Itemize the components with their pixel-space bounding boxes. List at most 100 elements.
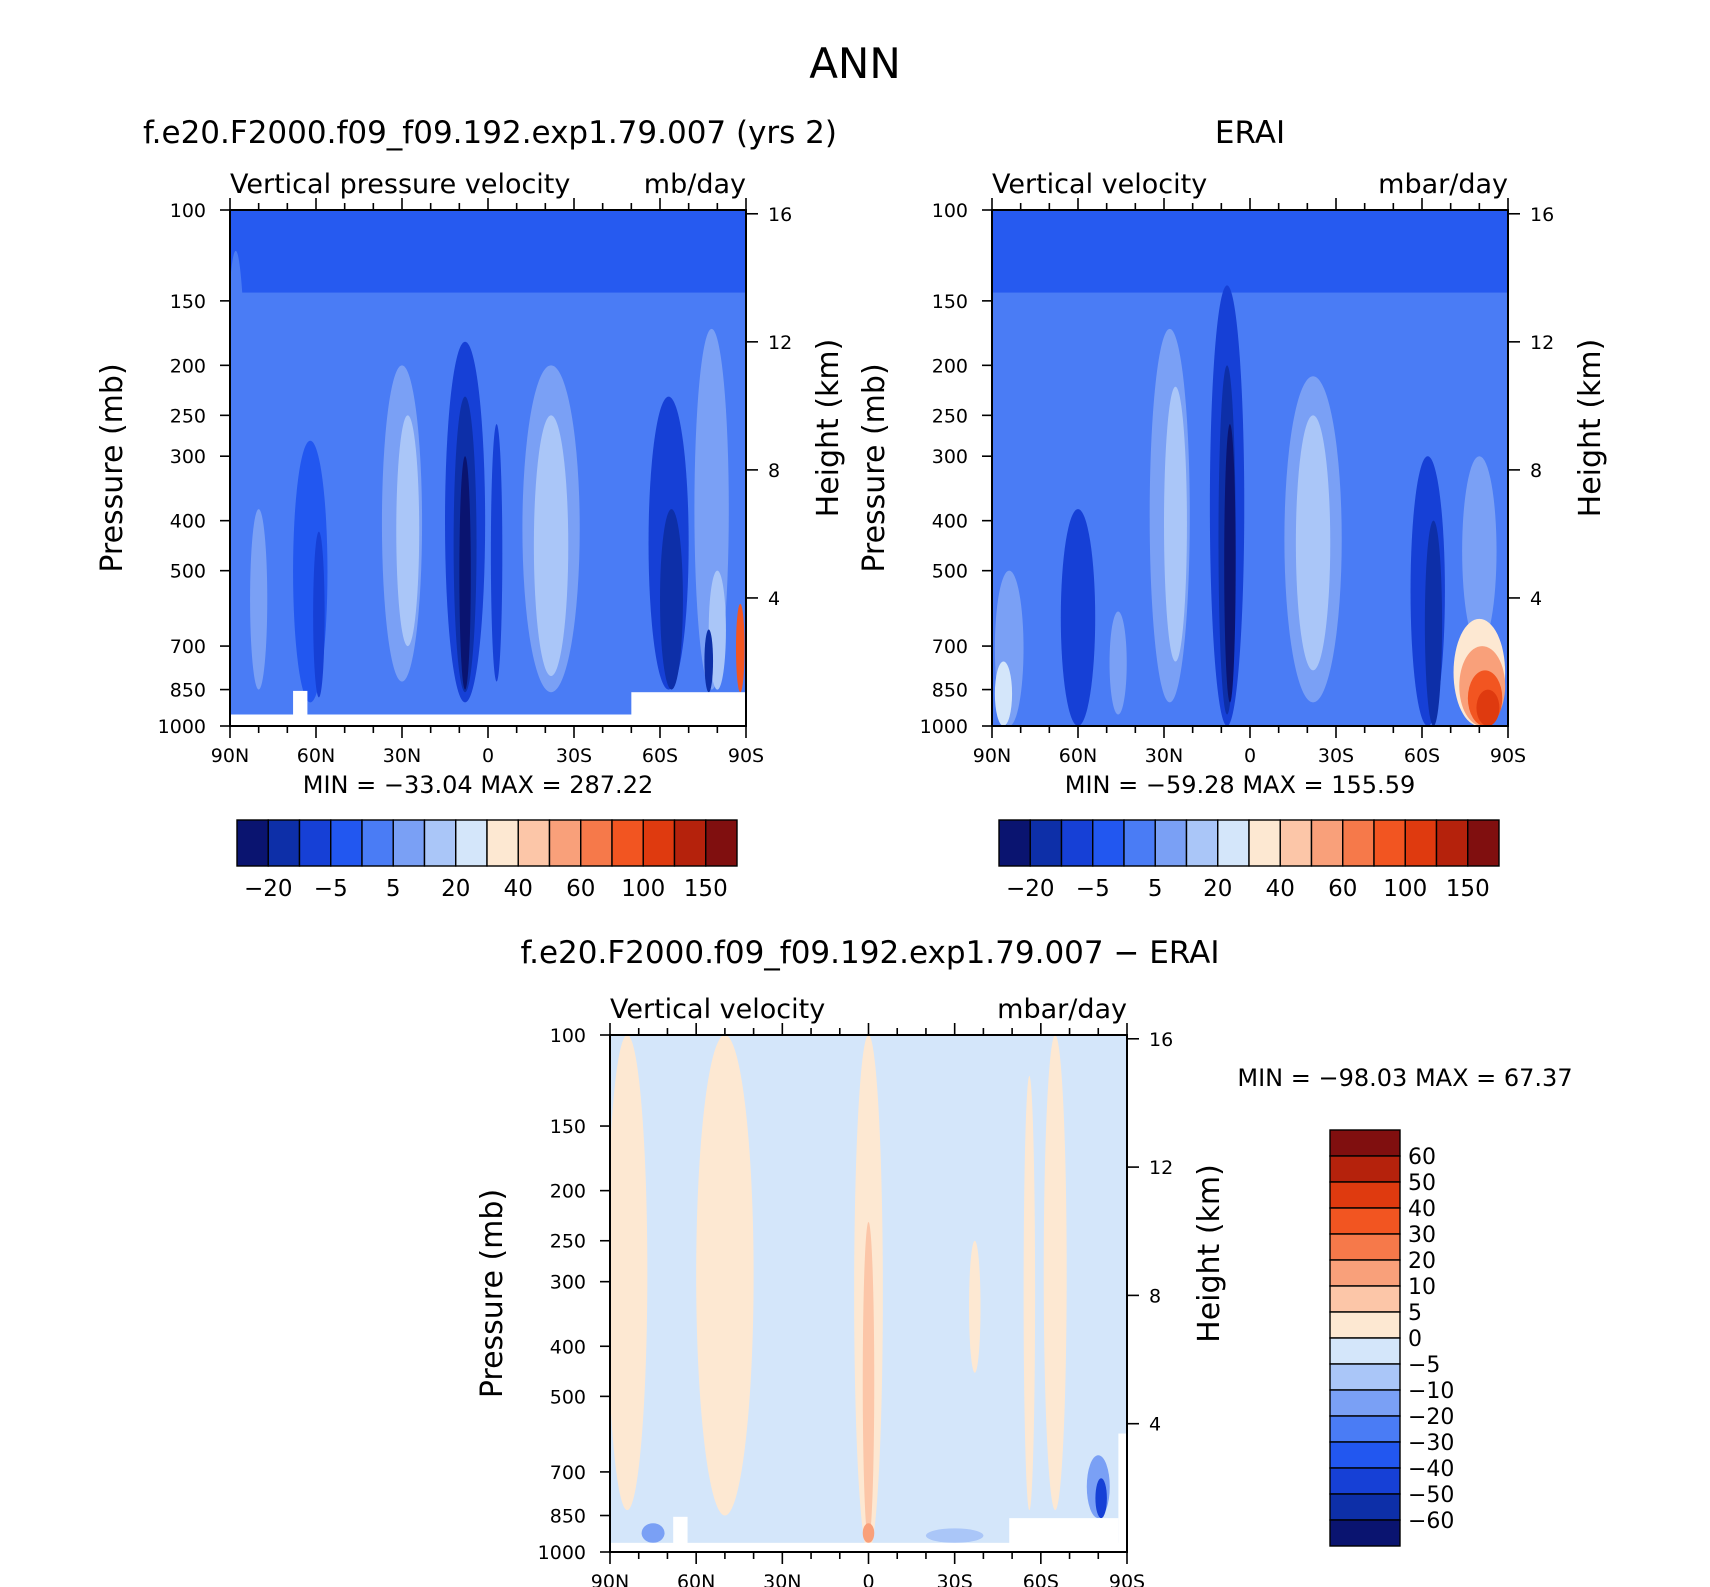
chart-diff: 90N 60N 30N 0 30S 60S 90S100150200250300400500… [475,935,1573,1587]
x-tick-label: 90N [211,745,249,767]
colorbar-box [267,819,301,867]
colorbar-label: 100 [1383,876,1427,902]
field-cell [490,424,503,682]
field-cell [862,1523,875,1543]
left-string: Vertical velocity [610,994,825,1025]
colorbar-box [1329,1519,1401,1547]
colorbar-box [1329,1259,1401,1287]
page-title: ANN [809,39,901,88]
x-tick-label: 0 [482,745,494,767]
y-axis-label: Pressure (mb) [95,363,130,572]
y-tick-label: 300 [550,1272,586,1294]
field-cell [610,1035,648,1511]
colorbar-label: 60 [1328,876,1357,902]
x-tick-label: 60N [1059,745,1097,767]
field-cell [396,415,420,647]
x-tick-label: 60N [677,1571,715,1587]
min-max-text: MIN = −59.28 MAX = 155.59 [1065,771,1415,799]
y-tick-label: 200 [932,355,968,377]
x-tick-label: 90S [1490,745,1526,767]
field-cell [667,1035,685,1347]
field-upper-band [230,210,746,293]
y2-axis-label: Height (km) [1192,1164,1227,1343]
x-tick-label: 60S [1404,745,1440,767]
y-tick-label: 850 [170,680,206,702]
missing-data-mask [673,1516,688,1552]
field-cell [350,456,368,676]
field-cell [1424,520,1443,726]
y-tick-label: 400 [932,511,968,533]
colorbar-label: 20 [441,876,470,902]
y-tick-label: 300 [170,446,206,468]
y2-tick-label: 4 [1149,1414,1161,1436]
y-tick-label: 400 [170,511,206,533]
chart-title: f.e20.F2000.f09_f09.192.exp1.79.007 (yrs… [143,115,837,151]
colorbar-label: 40 [504,876,533,902]
y-tick-label: 100 [932,200,968,222]
colorbar-label: −10 [1408,1379,1454,1404]
missing-data-mask [230,714,746,726]
y-tick-label: 700 [170,636,206,658]
field-cell [1295,415,1331,671]
colorbar-box [455,819,488,867]
colorbar-label: 50 [1408,1171,1436,1196]
field-cell [1023,1075,1036,1511]
x-tick-label: 30S [937,1571,973,1587]
y-tick-label: 500 [932,561,968,583]
colorbar-box [1329,1207,1401,1235]
colorbar-box [1373,819,1406,867]
chart-model: 90N 60N 30N 0 30S 60S 90S 100 150 200 250 300 400 500… [95,115,846,902]
field-cell [313,531,325,698]
colorbar-label: −20 [1408,1405,1454,1430]
y-tick-label: 150 [550,1116,586,1138]
chart-title: ERAI [1215,115,1285,151]
colorbar-box [1329,1415,1401,1443]
colorbar-label: −5 [314,876,348,902]
field-cell [1043,1035,1067,1511]
colorbar-label: 20 [1203,876,1232,902]
y2-tick-label: 4 [768,588,780,610]
colorbar-box [1092,819,1125,867]
x-tick-label: 90S [728,745,764,767]
colorbar-box [1329,1311,1401,1339]
colorbar-box [580,819,613,867]
y-tick-label: 300 [932,446,968,468]
y2-tick-label: 16 [1149,1029,1173,1051]
y2-tick-label: 4 [1530,588,1542,610]
x-tick-label: 0 [1244,745,1256,767]
y-tick-label: 1000 [920,716,968,738]
y2-tick-label: 8 [768,460,780,482]
y-tick-label: 700 [550,1462,586,1484]
x-tick-label: 30S [556,745,592,767]
colorbar-box [330,819,363,867]
left-string: Vertical pressure velocity [230,169,570,200]
colorbar-box [673,819,707,867]
colorbar-label: 30 [1408,1223,1436,1248]
colorbar-label: 40 [1266,876,1295,902]
y2-axis-label: Height (km) [811,339,846,518]
colorbar-box [705,819,738,867]
colorbar-label: 150 [1446,876,1490,902]
y2-tick-label: 16 [768,204,792,226]
colorbar-box [1329,1233,1401,1261]
field-cell [1060,509,1096,726]
colorbar-box [1329,1285,1401,1313]
colorbar-label: 5 [1408,1301,1422,1326]
colorbar-box [1329,1389,1401,1417]
y2-tick-label: 12 [1149,1157,1173,1179]
field-cell [969,1240,981,1373]
colorbar-label: −5 [1408,1353,1440,1378]
colorbar-box [298,819,332,867]
missing-data-mask [1118,1433,1127,1552]
y-tick-label: 850 [932,680,968,702]
y-tick-label: 400 [550,1336,586,1358]
y-tick-label: 200 [550,1181,586,1203]
colorbar-box [486,819,519,867]
x-tick-label: 30N [763,1571,801,1587]
colorbar-box [1329,1155,1401,1183]
colorbar-box [392,819,426,867]
colorbar-label: 60 [1408,1145,1436,1170]
colorbar-box [1342,819,1375,867]
y-tick-label: 200 [170,355,206,377]
y-tick-label: 1000 [158,716,206,738]
